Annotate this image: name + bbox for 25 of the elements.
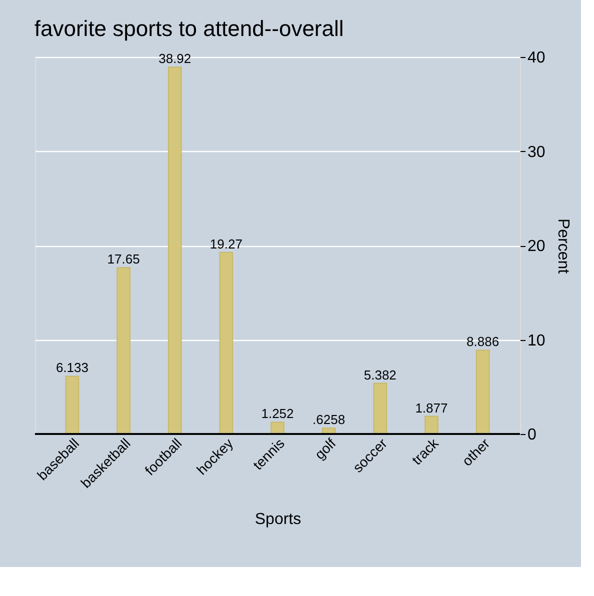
x-axis-title: Sports	[254, 510, 302, 528]
bar	[424, 416, 438, 434]
data-label: .6258	[312, 412, 346, 428]
data-label: 6.133	[56, 360, 88, 376]
y-tick-label: 0	[528, 426, 536, 444]
data-label: 19.27	[210, 236, 242, 252]
data-label: 1.252	[261, 406, 294, 422]
y-tick-label: 40	[528, 50, 546, 66]
bar	[476, 350, 490, 434]
y-tick-label: 20	[528, 238, 546, 255]
bar	[373, 382, 388, 434]
y-tick-label: 10	[528, 332, 546, 350]
y-axis-title: Percent	[554, 218, 572, 274]
bar	[116, 267, 130, 434]
chart-title: favorite sports to attend--overall	[34, 16, 344, 41]
data-label: 17.65	[107, 252, 140, 267]
bar	[219, 252, 234, 434]
data-label: 1.877	[415, 400, 448, 416]
bar	[270, 422, 284, 434]
data-label: 38.92	[158, 51, 192, 66]
bar	[168, 66, 182, 434]
bar	[65, 376, 80, 434]
y-tick-label: 30	[528, 144, 546, 161]
data-label: 8.886	[466, 334, 500, 350]
data-label: 5.382	[364, 367, 396, 382]
